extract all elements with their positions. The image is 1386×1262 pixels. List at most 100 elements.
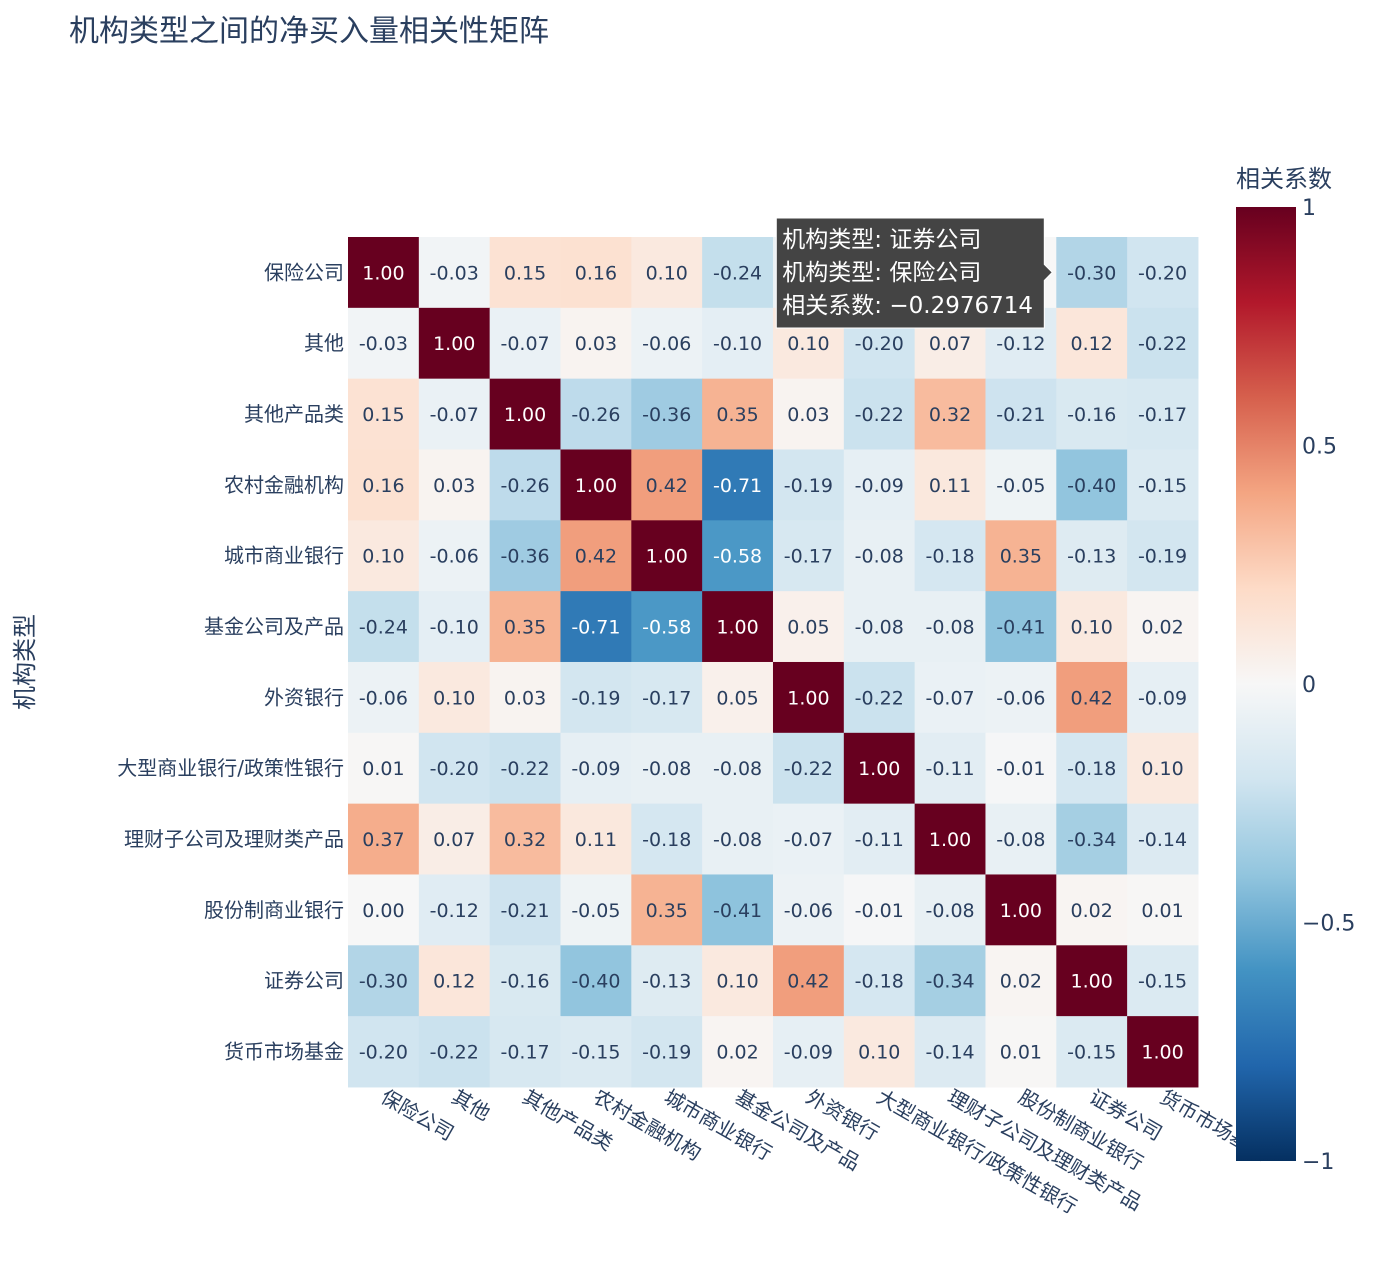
- heatmap-cell[interactable]: [560, 661, 632, 734]
- heatmap-cell[interactable]: [843, 945, 916, 1017]
- heatmap-cell[interactable]: [348, 803, 420, 875]
- heatmap-cell[interactable]: [631, 803, 703, 875]
- heatmap-cell[interactable]: [418, 307, 491, 380]
- heatmap-cell[interactable]: [772, 520, 845, 592]
- heatmap-cell[interactable]: [418, 237, 491, 309]
- heatmap-cell[interactable]: [631, 378, 703, 450]
- heatmap-cell[interactable]: [772, 803, 845, 875]
- heatmap-cell[interactable]: [489, 378, 561, 450]
- heatmap-cell[interactable]: [702, 591, 774, 663]
- heatmap-cell[interactable]: [348, 732, 420, 805]
- heatmap-cell[interactable]: [772, 874, 845, 946]
- heatmap-cell[interactable]: [348, 237, 420, 309]
- heatmap-cell[interactable]: [985, 449, 1057, 521]
- heatmap-cell[interactable]: [1127, 874, 1199, 946]
- heatmap-cell[interactable]: [702, 449, 774, 521]
- heatmap-cell[interactable]: [560, 732, 632, 805]
- heatmap-cell[interactable]: [489, 874, 561, 946]
- heatmap-cell[interactable]: [843, 1016, 916, 1088]
- heatmap-cell[interactable]: [985, 591, 1057, 663]
- heatmap-cell[interactable]: [560, 1016, 632, 1088]
- heatmap-cell[interactable]: [985, 661, 1057, 734]
- heatmap-cell[interactable]: [914, 945, 986, 1017]
- heatmap-cell[interactable]: [1056, 449, 1128, 521]
- heatmap-cell[interactable]: [631, 874, 703, 946]
- heatmap-cell[interactable]: [1127, 945, 1199, 1017]
- heatmap-cell[interactable]: [489, 803, 561, 875]
- heatmap-cell[interactable]: [348, 1016, 420, 1088]
- heatmap-cell[interactable]: [1127, 1016, 1199, 1088]
- heatmap-cell[interactable]: [1127, 237, 1199, 309]
- heatmap-cell[interactable]: [914, 378, 986, 450]
- heatmap-cell[interactable]: [489, 661, 561, 734]
- heatmap-cell[interactable]: [914, 732, 986, 805]
- heatmap-cell[interactable]: [843, 803, 916, 875]
- heatmap-cell[interactable]: [489, 520, 561, 592]
- heatmap-cell[interactable]: [914, 449, 986, 521]
- heatmap-cell[interactable]: [1056, 520, 1128, 592]
- heatmap-cell[interactable]: [560, 520, 632, 592]
- heatmap-cell[interactable]: [914, 591, 986, 663]
- heatmap-cell[interactable]: [1056, 591, 1128, 663]
- heatmap-cell[interactable]: [843, 591, 916, 663]
- heatmap-cell[interactable]: [985, 803, 1057, 875]
- heatmap-cell[interactable]: [1127, 803, 1199, 875]
- heatmap-cell[interactable]: [631, 591, 703, 663]
- heatmap-cell[interactable]: [560, 378, 632, 450]
- heatmap-cell[interactable]: [560, 803, 632, 875]
- heatmap-cell[interactable]: [418, 591, 491, 663]
- heatmap-cell[interactable]: [1127, 378, 1199, 450]
- heatmap-cell[interactable]: [985, 520, 1057, 592]
- heatmap-cell[interactable]: [843, 661, 916, 734]
- heatmap-cell[interactable]: [843, 449, 916, 521]
- heatmap-cell[interactable]: [631, 1016, 703, 1088]
- heatmap-cell[interactable]: [418, 520, 491, 592]
- heatmap-cell[interactable]: [631, 449, 703, 521]
- heatmap-cell[interactable]: [418, 1016, 491, 1088]
- heatmap-cell[interactable]: [489, 449, 561, 521]
- heatmap-cell[interactable]: [914, 520, 986, 592]
- heatmap-cell[interactable]: [772, 661, 845, 734]
- heatmap-cell[interactable]: [702, 874, 774, 946]
- heatmap-cell[interactable]: [914, 803, 986, 875]
- heatmap-cell[interactable]: [418, 378, 491, 450]
- heatmap-cell[interactable]: [772, 732, 845, 805]
- heatmap-cell[interactable]: [489, 237, 561, 309]
- heatmap-cell[interactable]: [560, 945, 632, 1017]
- heatmap-cell[interactable]: [489, 1016, 561, 1088]
- heatmap-cell[interactable]: [348, 661, 420, 734]
- heatmap-cell[interactable]: [985, 1016, 1057, 1088]
- heatmap-cell[interactable]: [702, 732, 774, 805]
- heatmap-cell[interactable]: [631, 661, 703, 734]
- heatmap-cell[interactable]: [631, 732, 703, 805]
- heatmap-cell[interactable]: [914, 661, 986, 734]
- heatmap-cell[interactable]: [985, 874, 1057, 946]
- heatmap-cell[interactable]: [914, 874, 986, 946]
- heatmap-cell[interactable]: [702, 1016, 774, 1088]
- heatmap-cell[interactable]: [1127, 520, 1199, 592]
- heatmap-cell[interactable]: [348, 591, 420, 663]
- heatmap-cell[interactable]: [348, 945, 420, 1017]
- heatmap-cell[interactable]: [631, 945, 703, 1017]
- heatmap-cell[interactable]: [489, 591, 561, 663]
- heatmap-cell[interactable]: [702, 378, 774, 450]
- heatmap-cell[interactable]: [489, 945, 561, 1017]
- heatmap-cell[interactable]: [560, 591, 632, 663]
- heatmap-cell[interactable]: [560, 307, 632, 380]
- heatmap-cell[interactable]: [702, 661, 774, 734]
- heatmap-cell[interactable]: [772, 591, 845, 663]
- heatmap-cell[interactable]: [560, 449, 632, 521]
- heatmap-cell[interactable]: [1056, 307, 1128, 380]
- heatmap-cell[interactable]: [985, 945, 1057, 1017]
- heatmap-cell[interactable]: [631, 237, 703, 309]
- heatmap-cell[interactable]: [843, 874, 916, 946]
- heatmap-cell[interactable]: [631, 520, 703, 592]
- heatmap-cell[interactable]: [1127, 732, 1199, 805]
- heatmap-cell[interactable]: [560, 237, 632, 309]
- heatmap-cell[interactable]: [418, 449, 491, 521]
- heatmap-cell[interactable]: [702, 945, 774, 1017]
- heatmap-cell[interactable]: [1056, 378, 1128, 450]
- heatmap-cell[interactable]: [1127, 449, 1199, 521]
- heatmap-cell[interactable]: [1127, 591, 1199, 663]
- heatmap-cell[interactable]: [348, 449, 420, 521]
